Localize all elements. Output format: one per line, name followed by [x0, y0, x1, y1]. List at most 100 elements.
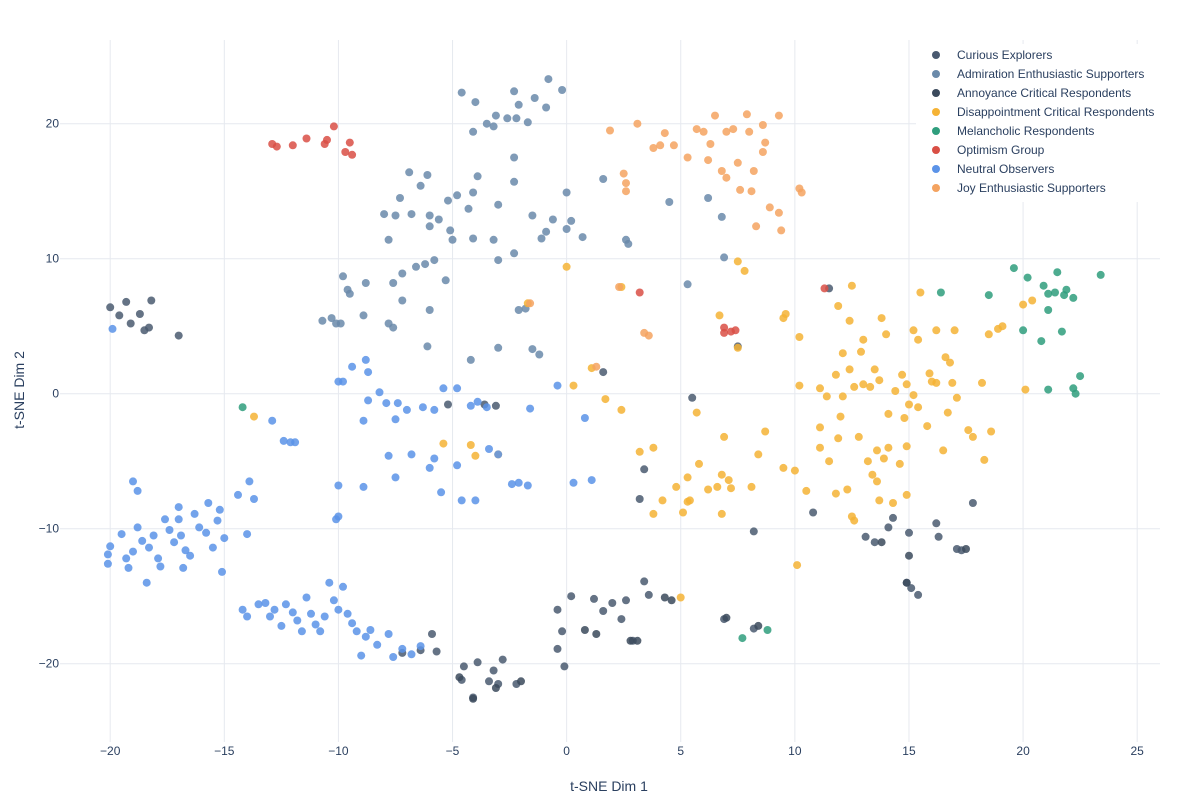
data-point[interactable]	[845, 365, 854, 374]
data-point[interactable]	[439, 384, 448, 393]
data-point[interactable]	[831, 370, 840, 379]
data-point[interactable]	[544, 75, 553, 84]
data-point[interactable]	[822, 392, 831, 401]
data-point[interactable]	[797, 188, 806, 197]
data-point[interactable]	[747, 187, 756, 196]
data-point[interactable]	[245, 477, 254, 486]
data-point[interactable]	[234, 490, 242, 499]
data-point[interactable]	[838, 349, 847, 358]
data-point[interactable]	[558, 627, 567, 636]
data-point[interactable]	[816, 443, 824, 452]
data-point[interactable]	[587, 476, 596, 485]
data-point[interactable]	[138, 536, 147, 545]
data-point[interactable]	[491, 111, 500, 120]
data-point[interactable]	[361, 355, 370, 364]
data-point[interactable]	[635, 288, 644, 297]
data-point[interactable]	[905, 551, 913, 560]
data-point[interactable]	[733, 343, 742, 352]
data-point[interactable]	[489, 122, 498, 131]
data-point[interactable]	[384, 630, 393, 638]
data-point[interactable]	[181, 546, 190, 555]
data-point[interactable]	[754, 621, 763, 630]
data-point[interactable]	[868, 470, 877, 479]
data-point[interactable]	[402, 405, 411, 414]
data-point[interactable]	[384, 451, 393, 460]
data-point[interactable]	[453, 384, 462, 393]
data-point[interactable]	[432, 647, 441, 656]
data-point[interactable]	[190, 509, 199, 518]
legend-item[interactable]: Melancholic Respondents	[932, 124, 1094, 138]
data-point[interactable]	[633, 636, 642, 645]
data-point[interactable]	[391, 211, 400, 220]
data-point[interactable]	[717, 509, 726, 518]
data-point[interactable]	[339, 272, 347, 281]
data-point[interactable]	[459, 662, 468, 671]
data-point[interactable]	[103, 550, 112, 559]
data-point[interactable]	[877, 538, 886, 547]
data-point[interactable]	[1019, 326, 1028, 335]
data-point[interactable]	[277, 621, 286, 630]
data-point[interactable]	[567, 592, 576, 601]
data-point[interactable]	[425, 211, 434, 220]
data-point[interactable]	[343, 609, 352, 618]
data-point[interactable]	[923, 422, 932, 431]
data-point[interactable]	[254, 600, 263, 609]
data-point[interactable]	[898, 370, 907, 379]
data-point[interactable]	[560, 662, 569, 671]
data-point[interactable]	[941, 353, 950, 362]
data-point[interactable]	[706, 140, 715, 148]
data-point[interactable]	[590, 594, 598, 603]
data-point[interactable]	[126, 319, 135, 328]
data-point[interactable]	[729, 125, 738, 134]
data-point[interactable]	[542, 227, 551, 236]
data-point[interactable]	[428, 630, 436, 638]
data-point[interactable]	[599, 607, 608, 615]
data-point[interactable]	[599, 368, 608, 377]
data-point[interactable]	[902, 442, 911, 451]
data-point[interactable]	[361, 632, 370, 641]
data-point[interactable]	[758, 148, 767, 156]
data-point[interactable]	[720, 253, 729, 262]
data-point[interactable]	[373, 640, 382, 649]
data-point[interactable]	[857, 347, 865, 356]
data-point[interactable]	[526, 404, 535, 413]
data-point[interactable]	[430, 454, 439, 463]
data-point[interactable]	[795, 381, 804, 390]
data-point[interactable]	[679, 508, 687, 517]
data-point[interactable]	[859, 335, 868, 344]
data-point[interactable]	[854, 432, 863, 441]
data-point[interactable]	[580, 414, 589, 422]
data-point[interactable]	[464, 204, 473, 213]
data-point[interactable]	[816, 384, 824, 393]
data-point[interactable]	[129, 477, 137, 486]
data-point[interactable]	[103, 559, 112, 568]
legend-item[interactable]: Curious Explorers	[932, 48, 1052, 62]
data-point[interactable]	[998, 322, 1007, 331]
data-point[interactable]	[434, 215, 443, 224]
data-point[interactable]	[891, 387, 900, 395]
data-point[interactable]	[635, 447, 644, 456]
data-point[interactable]	[250, 412, 258, 421]
data-point[interactable]	[471, 98, 480, 107]
data-point[interactable]	[407, 210, 416, 219]
data-point[interactable]	[361, 279, 370, 287]
data-point[interactable]	[345, 138, 354, 147]
data-point[interactable]	[124, 563, 133, 572]
data-point[interactable]	[510, 153, 519, 162]
data-point[interactable]	[870, 365, 879, 374]
data-point[interactable]	[494, 200, 503, 209]
legend-item[interactable]: Disappointment Critical Respondents	[932, 105, 1154, 119]
data-point[interactable]	[302, 134, 311, 143]
data-point[interactable]	[441, 276, 450, 285]
data-point[interactable]	[873, 477, 881, 486]
data-point[interactable]	[649, 509, 658, 518]
data-point[interactable]	[494, 450, 503, 459]
data-point[interactable]	[430, 256, 439, 265]
data-point[interactable]	[914, 335, 923, 344]
data-point[interactable]	[243, 530, 252, 539]
data-point[interactable]	[293, 616, 302, 625]
data-point[interactable]	[133, 486, 142, 495]
data-point[interactable]	[562, 225, 571, 233]
data-point[interactable]	[758, 121, 767, 129]
data-point[interactable]	[779, 463, 788, 472]
